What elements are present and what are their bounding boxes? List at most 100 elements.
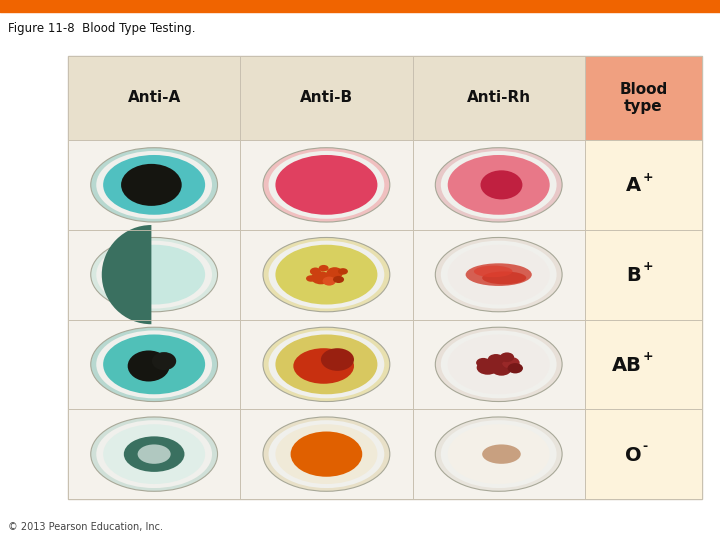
Bar bbox=[68, 320, 240, 409]
Bar bbox=[413, 320, 585, 409]
Ellipse shape bbox=[311, 272, 330, 285]
Bar bbox=[585, 230, 702, 320]
Bar bbox=[68, 56, 240, 140]
Bar bbox=[413, 140, 585, 230]
Ellipse shape bbox=[448, 245, 549, 305]
Ellipse shape bbox=[276, 334, 377, 394]
Ellipse shape bbox=[276, 155, 377, 215]
Ellipse shape bbox=[436, 327, 562, 402]
Ellipse shape bbox=[441, 151, 557, 219]
Bar bbox=[585, 56, 702, 140]
Bar bbox=[413, 56, 585, 140]
Ellipse shape bbox=[96, 241, 212, 308]
Text: Blood
type: Blood type bbox=[619, 82, 667, 114]
Ellipse shape bbox=[441, 330, 557, 399]
Text: +: + bbox=[642, 350, 653, 363]
Text: +: + bbox=[642, 260, 653, 273]
Ellipse shape bbox=[474, 266, 513, 277]
Text: B: B bbox=[626, 266, 642, 285]
Bar bbox=[240, 230, 413, 320]
Bar bbox=[68, 409, 240, 499]
Text: -: - bbox=[642, 440, 647, 453]
Text: Anti-Rh: Anti-Rh bbox=[467, 91, 531, 105]
Ellipse shape bbox=[121, 164, 181, 206]
Ellipse shape bbox=[269, 330, 384, 399]
Bar bbox=[240, 409, 413, 499]
Ellipse shape bbox=[138, 444, 171, 464]
Bar bbox=[240, 320, 413, 409]
Text: © 2013 Pearson Education, Inc.: © 2013 Pearson Education, Inc. bbox=[8, 522, 163, 532]
Text: A: A bbox=[626, 177, 642, 195]
Ellipse shape bbox=[441, 241, 557, 308]
Bar bbox=[240, 56, 413, 140]
Ellipse shape bbox=[263, 148, 390, 222]
Ellipse shape bbox=[103, 334, 205, 394]
Ellipse shape bbox=[124, 436, 184, 472]
Wedge shape bbox=[102, 225, 151, 324]
Ellipse shape bbox=[482, 444, 521, 464]
Ellipse shape bbox=[291, 431, 362, 477]
Ellipse shape bbox=[310, 267, 321, 275]
Bar bbox=[413, 409, 585, 499]
Ellipse shape bbox=[502, 357, 520, 369]
Text: Anti-A: Anti-A bbox=[127, 91, 181, 105]
Ellipse shape bbox=[436, 417, 562, 491]
Text: O: O bbox=[625, 446, 642, 464]
Bar bbox=[240, 140, 413, 230]
Ellipse shape bbox=[263, 417, 390, 491]
Bar bbox=[413, 230, 585, 320]
Ellipse shape bbox=[492, 363, 511, 376]
Bar bbox=[585, 140, 702, 230]
Ellipse shape bbox=[103, 424, 205, 484]
Ellipse shape bbox=[500, 353, 514, 362]
Ellipse shape bbox=[448, 424, 549, 484]
Ellipse shape bbox=[338, 268, 348, 275]
Ellipse shape bbox=[152, 352, 176, 370]
Ellipse shape bbox=[466, 264, 532, 286]
Ellipse shape bbox=[333, 276, 344, 283]
Bar bbox=[68, 230, 240, 320]
Ellipse shape bbox=[448, 155, 549, 215]
Ellipse shape bbox=[448, 334, 549, 394]
Ellipse shape bbox=[103, 245, 205, 305]
Bar bbox=[68, 140, 240, 230]
Ellipse shape bbox=[306, 275, 316, 282]
Ellipse shape bbox=[276, 245, 377, 305]
Ellipse shape bbox=[269, 241, 384, 308]
Ellipse shape bbox=[91, 327, 217, 402]
Ellipse shape bbox=[96, 330, 212, 399]
Ellipse shape bbox=[276, 424, 377, 484]
Bar bbox=[68, 56, 702, 499]
Ellipse shape bbox=[269, 151, 384, 219]
Ellipse shape bbox=[482, 272, 526, 285]
Text: +: + bbox=[642, 171, 653, 184]
Ellipse shape bbox=[480, 170, 523, 199]
Ellipse shape bbox=[476, 358, 490, 368]
Ellipse shape bbox=[96, 151, 212, 219]
Ellipse shape bbox=[127, 350, 170, 381]
Ellipse shape bbox=[91, 238, 217, 312]
Ellipse shape bbox=[477, 361, 499, 375]
Text: Figure 11-8  Blood Type Testing.: Figure 11-8 Blood Type Testing. bbox=[8, 22, 196, 35]
Bar bbox=[585, 320, 702, 409]
Text: AB: AB bbox=[611, 356, 642, 375]
Ellipse shape bbox=[326, 267, 343, 279]
Ellipse shape bbox=[263, 238, 390, 312]
Ellipse shape bbox=[487, 354, 504, 365]
Ellipse shape bbox=[91, 148, 217, 222]
Ellipse shape bbox=[263, 327, 390, 402]
Ellipse shape bbox=[103, 155, 205, 215]
Ellipse shape bbox=[323, 276, 336, 286]
Ellipse shape bbox=[293, 348, 354, 384]
Ellipse shape bbox=[269, 420, 384, 488]
Ellipse shape bbox=[436, 238, 562, 312]
Text: Anti-B: Anti-B bbox=[300, 91, 353, 105]
Ellipse shape bbox=[96, 420, 212, 488]
Ellipse shape bbox=[441, 420, 557, 488]
Ellipse shape bbox=[508, 363, 523, 374]
Ellipse shape bbox=[319, 265, 328, 272]
Ellipse shape bbox=[321, 348, 354, 371]
Ellipse shape bbox=[91, 417, 217, 491]
Bar bbox=[585, 409, 702, 499]
Ellipse shape bbox=[436, 148, 562, 222]
